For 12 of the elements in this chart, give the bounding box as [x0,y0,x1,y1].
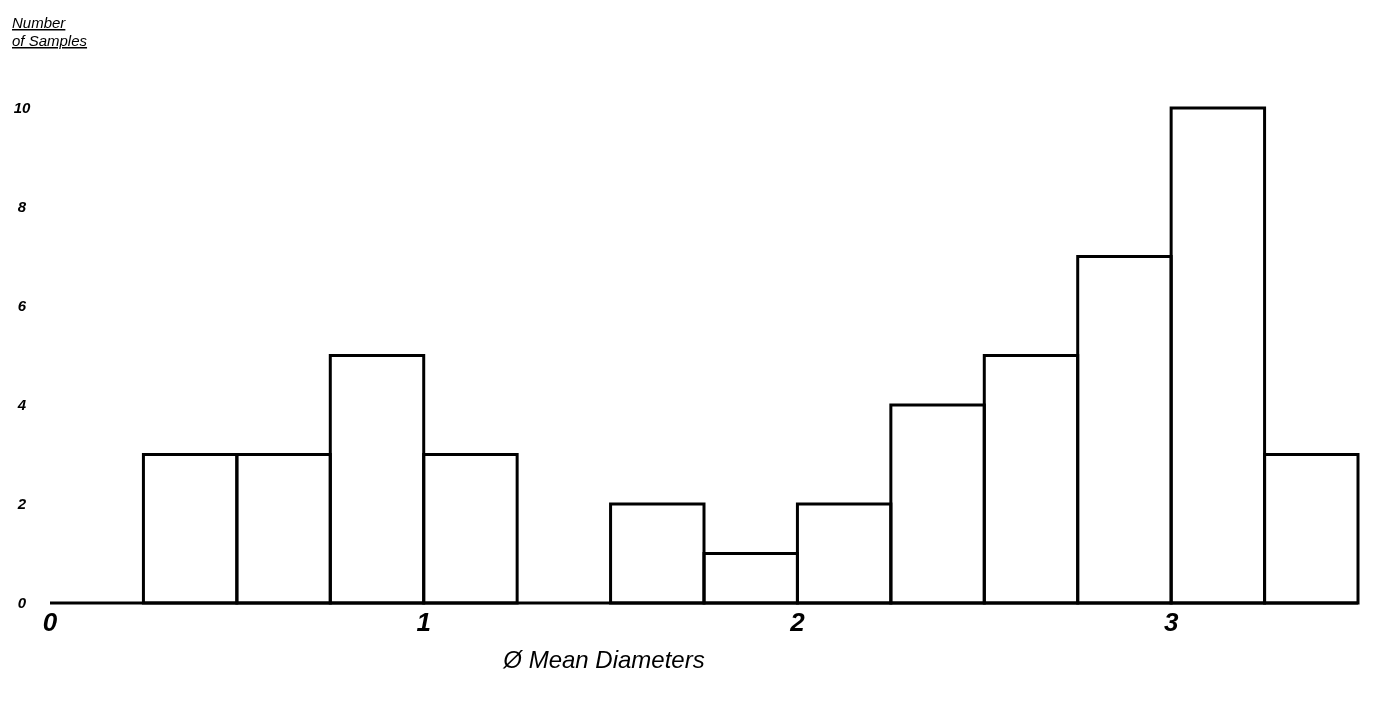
x-axis-title: Ø Mean Diameters [502,646,705,673]
y-axis-title: Number of Samples [12,14,88,49]
y-tick-label: 10 [13,99,31,117]
y-tick-label: 2 [16,495,27,513]
y-tick-label: 8 [17,198,27,216]
y-tick-label: 0 [17,594,27,612]
x-tick-label: 3 [1163,607,1179,637]
y-tick-label: 4 [16,396,27,414]
x-tick-label: 2 [789,607,806,637]
y-tick-label: 6 [17,297,27,315]
x-tick-label: 1 [416,607,431,637]
x-tick-label: 0 [42,607,58,637]
